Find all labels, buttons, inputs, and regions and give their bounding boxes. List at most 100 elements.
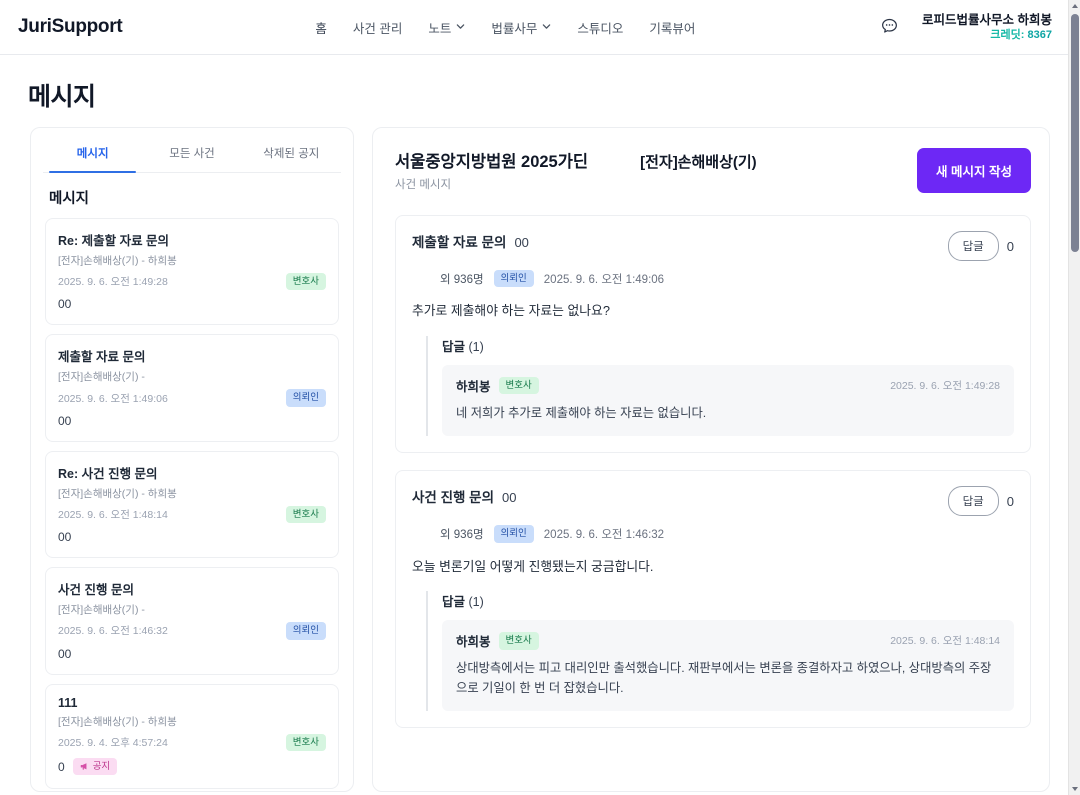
- reply-item: 하희봉 변호사 2025. 9. 6. 오전 1:48:14 상대방측에서는 피…: [442, 620, 1014, 712]
- list-item[interactable]: Re: 제출할 자료 문의 [전자]손해배상(기) - 하희봉 2025. 9.…: [45, 218, 339, 326]
- chevron-down-icon: [542, 22, 551, 31]
- thread-actions: 답글 0: [947, 486, 1014, 517]
- list-item-date: 2025. 9. 6. 오전 1:48:14: [58, 508, 168, 521]
- list-item[interactable]: 사건 진행 문의 [전자]손해배상(기) - 2025. 9. 6. 오전 1:…: [45, 567, 339, 675]
- credit-value: 8367: [1027, 28, 1052, 41]
- status-badge: 변호사: [285, 505, 326, 524]
- replies-header-count: (1): [468, 595, 484, 610]
- top-navigation-bar: JuriSupport 홈 사건 관리 노트 법률사무 스튜디오: [0, 0, 1068, 55]
- message-thread: 제출할 자료 문의 00 답글 0 외 936명 의뢰인 2025. 9. 6.…: [395, 215, 1031, 454]
- nav-item-studio[interactable]: 스튜디오: [577, 18, 623, 37]
- case-type-title: [전자]손해배상(기): [640, 154, 757, 171]
- notice-badge-label: 공지: [92, 760, 111, 772]
- thread-replies: 답글 (1) 하희봉 변호사 2025. 9. 6. 오전 1:49:28 네 …: [426, 336, 1014, 437]
- list-item-title: 111: [58, 695, 78, 710]
- status-badge: 변호사: [498, 632, 539, 650]
- list-item-date: 2025. 9. 6. 오전 1:46:32: [58, 625, 168, 638]
- credit-label: 크레딧:: [990, 28, 1025, 41]
- nav-links: 홈 사건 관리 노트 법률사무 스튜디오 기록뷰어: [315, 18, 695, 37]
- list-item-count: 00: [58, 530, 72, 545]
- list-item-footer: 00: [58, 647, 326, 661]
- scroll-up-arrow-icon[interactable]: [1069, 0, 1080, 12]
- new-message-button[interactable]: 새 메시지 작성: [917, 148, 1031, 193]
- detail-header-text: 서울중앙지방법원 2025가딘 [전자]손해배상(기) 사건 메시지: [395, 148, 757, 192]
- reply-body: 네 저희가 추가로 제출해야 하는 자료는 없습니다.: [456, 406, 707, 421]
- window-scrollbar[interactable]: [1068, 0, 1080, 795]
- nav-item-notes[interactable]: 노트: [428, 18, 465, 37]
- thread-meta: 외 936명 의뢰인 2025. 9. 6. 오전 1:46:32: [440, 525, 1014, 543]
- tab-all-cases[interactable]: 모든 사건: [169, 148, 215, 160]
- thread-title-line: 제출할 자료 문의 00: [412, 231, 529, 251]
- thread-date: 2025. 9. 6. 오전 1:49:06: [543, 273, 665, 286]
- nav-item-legal-affairs-label: 법률사무: [491, 21, 538, 36]
- message-sidebar: 메시지 모든 사건 삭제된 공지 메시지 Re: 제출할 자료 문의 [전자]손…: [30, 127, 354, 792]
- nav-right-group: 로피드법률사무소 하희봉 크레딧: 8367: [878, 12, 1052, 43]
- list-item-date: 2025. 9. 4. 오후 4:57:24: [58, 736, 168, 749]
- reply-count: 0: [1006, 238, 1014, 254]
- reply-item: 하희봉 변호사 2025. 9. 6. 오전 1:49:28 네 저희가 추가로…: [442, 365, 1014, 437]
- list-item-footer: 00: [58, 530, 326, 544]
- detail-subtitle: 사건 메시지: [395, 179, 452, 191]
- thread-title: 사건 진행 문의: [412, 490, 495, 506]
- list-item-count: 0: [58, 759, 65, 774]
- list-item-meta: 2025. 9. 6. 오전 1:49:28 변호사: [58, 273, 326, 291]
- chat-bubble-icon[interactable]: [878, 16, 900, 38]
- nav-item-home[interactable]: 홈: [315, 18, 327, 37]
- list-item-subtitle: [전자]손해배상(기) -: [58, 604, 145, 617]
- thread-title-extra: 00: [514, 235, 529, 250]
- list-item-meta: 2025. 9. 6. 오전 1:48:14 변호사: [58, 505, 326, 524]
- replies-header: 답글 (1): [442, 336, 1014, 355]
- thread-header: 사건 진행 문의 00 답글 0: [412, 486, 1014, 517]
- message-list: Re: 제출할 자료 문의 [전자]손해배상(기) - 하희봉 2025. 9.…: [45, 218, 339, 791]
- tab-deleted-notices[interactable]: 삭제된 공지: [263, 148, 320, 160]
- list-item-title: 제출할 자료 문의: [58, 350, 146, 365]
- replies-header-count: (1): [468, 340, 484, 355]
- list-item-title: Re: 제출할 자료 문의: [58, 234, 170, 248]
- status-badge: 변호사: [285, 733, 326, 751]
- reply-count: 0: [1006, 493, 1014, 509]
- reply-header: 하희봉 변호사 2025. 9. 6. 오전 1:49:28: [456, 376, 1000, 395]
- nav-item-legal-affairs[interactable]: 법률사무: [491, 18, 551, 37]
- reply-author: 하희봉: [456, 635, 491, 650]
- notice-badge: 공지: [72, 757, 118, 776]
- sidebar-heading: 메시지: [49, 191, 90, 207]
- nav-item-case-management[interactable]: 사건 관리: [353, 18, 402, 37]
- sidebar-tabs: 메시지 모든 사건 삭제된 공지: [43, 128, 341, 173]
- content-area: 메시지 모든 사건 삭제된 공지 메시지 Re: 제출할 자료 문의 [전자]손…: [0, 127, 1068, 795]
- list-item[interactable]: 111 [전자]손해배상(기) - 하희봉 2025. 9. 4. 오후 4:5…: [45, 683, 339, 790]
- thread-body: 추가로 제출해야 하는 자료는 없나요?: [412, 303, 610, 319]
- scrollbar-thumb[interactable]: [1071, 14, 1079, 252]
- scroll-down-arrow-icon[interactable]: [1069, 783, 1080, 795]
- reply-button[interactable]: 답글: [947, 231, 999, 261]
- thread-actions: 답글 0: [947, 231, 1014, 261]
- user-info[interactable]: 로피드법률사무소 하희봉 크레딧: 8367: [922, 12, 1052, 43]
- list-item-subtitle: [전자]손해배상(기) - 하희봉: [58, 715, 177, 728]
- thread-title: 제출할 자료 문의: [412, 235, 507, 250]
- nav-item-case-management-label: 사건 관리: [352, 21, 403, 36]
- list-item-footer: 00: [58, 297, 326, 311]
- nav-item-notes-label: 노트: [428, 21, 452, 36]
- replies-header-label: 답글: [442, 595, 466, 610]
- chevron-down-icon: [456, 22, 465, 31]
- list-item[interactable]: 제출할 자료 문의 [전자]손해배상(기) - 2025. 9. 6. 오전 1…: [45, 334, 339, 442]
- detail-title-line: 서울중앙지방법원 2025가딘 [전자]손해배상(기): [395, 148, 757, 172]
- reply-date: 2025. 9. 6. 오전 1:49:28: [890, 380, 1000, 393]
- reply-button[interactable]: 답글: [947, 486, 999, 517]
- thread-date: 2025. 9. 6. 오전 1:46:32: [543, 528, 665, 541]
- user-name: 로피드법률사무소 하희봉: [922, 12, 1052, 27]
- message-thread: 사건 진행 문의 00 답글 0 외 936명 의뢰인 2025. 9. 6. …: [395, 470, 1031, 729]
- list-item-date: 2025. 9. 6. 오전 1:49:06: [58, 392, 168, 405]
- tab-messages[interactable]: 메시지: [43, 128, 142, 173]
- status-badge: 변호사: [285, 273, 326, 291]
- brand-logo[interactable]: JuriSupport: [18, 16, 123, 37]
- list-item-subtitle: [전자]손해배상(기) - 하희봉: [58, 255, 177, 267]
- replies-header: 답글 (1): [442, 591, 1014, 610]
- thread-header: 제출할 자료 문의 00 답글 0: [412, 231, 1014, 261]
- list-item[interactable]: Re: 사건 진행 문의 [전자]손해배상(기) - 하희봉 2025. 9. …: [45, 450, 339, 559]
- list-item-subtitle: [전자]손해배상(기) -: [58, 371, 145, 384]
- nav-item-record-viewer[interactable]: 기록뷰어: [649, 18, 695, 37]
- status-badge: 의뢰인: [493, 525, 534, 543]
- thread-list: 제출할 자료 문의 00 답글 0 외 936명 의뢰인 2025. 9. 6.…: [395, 215, 1031, 729]
- thread-title-extra: 00: [502, 490, 517, 506]
